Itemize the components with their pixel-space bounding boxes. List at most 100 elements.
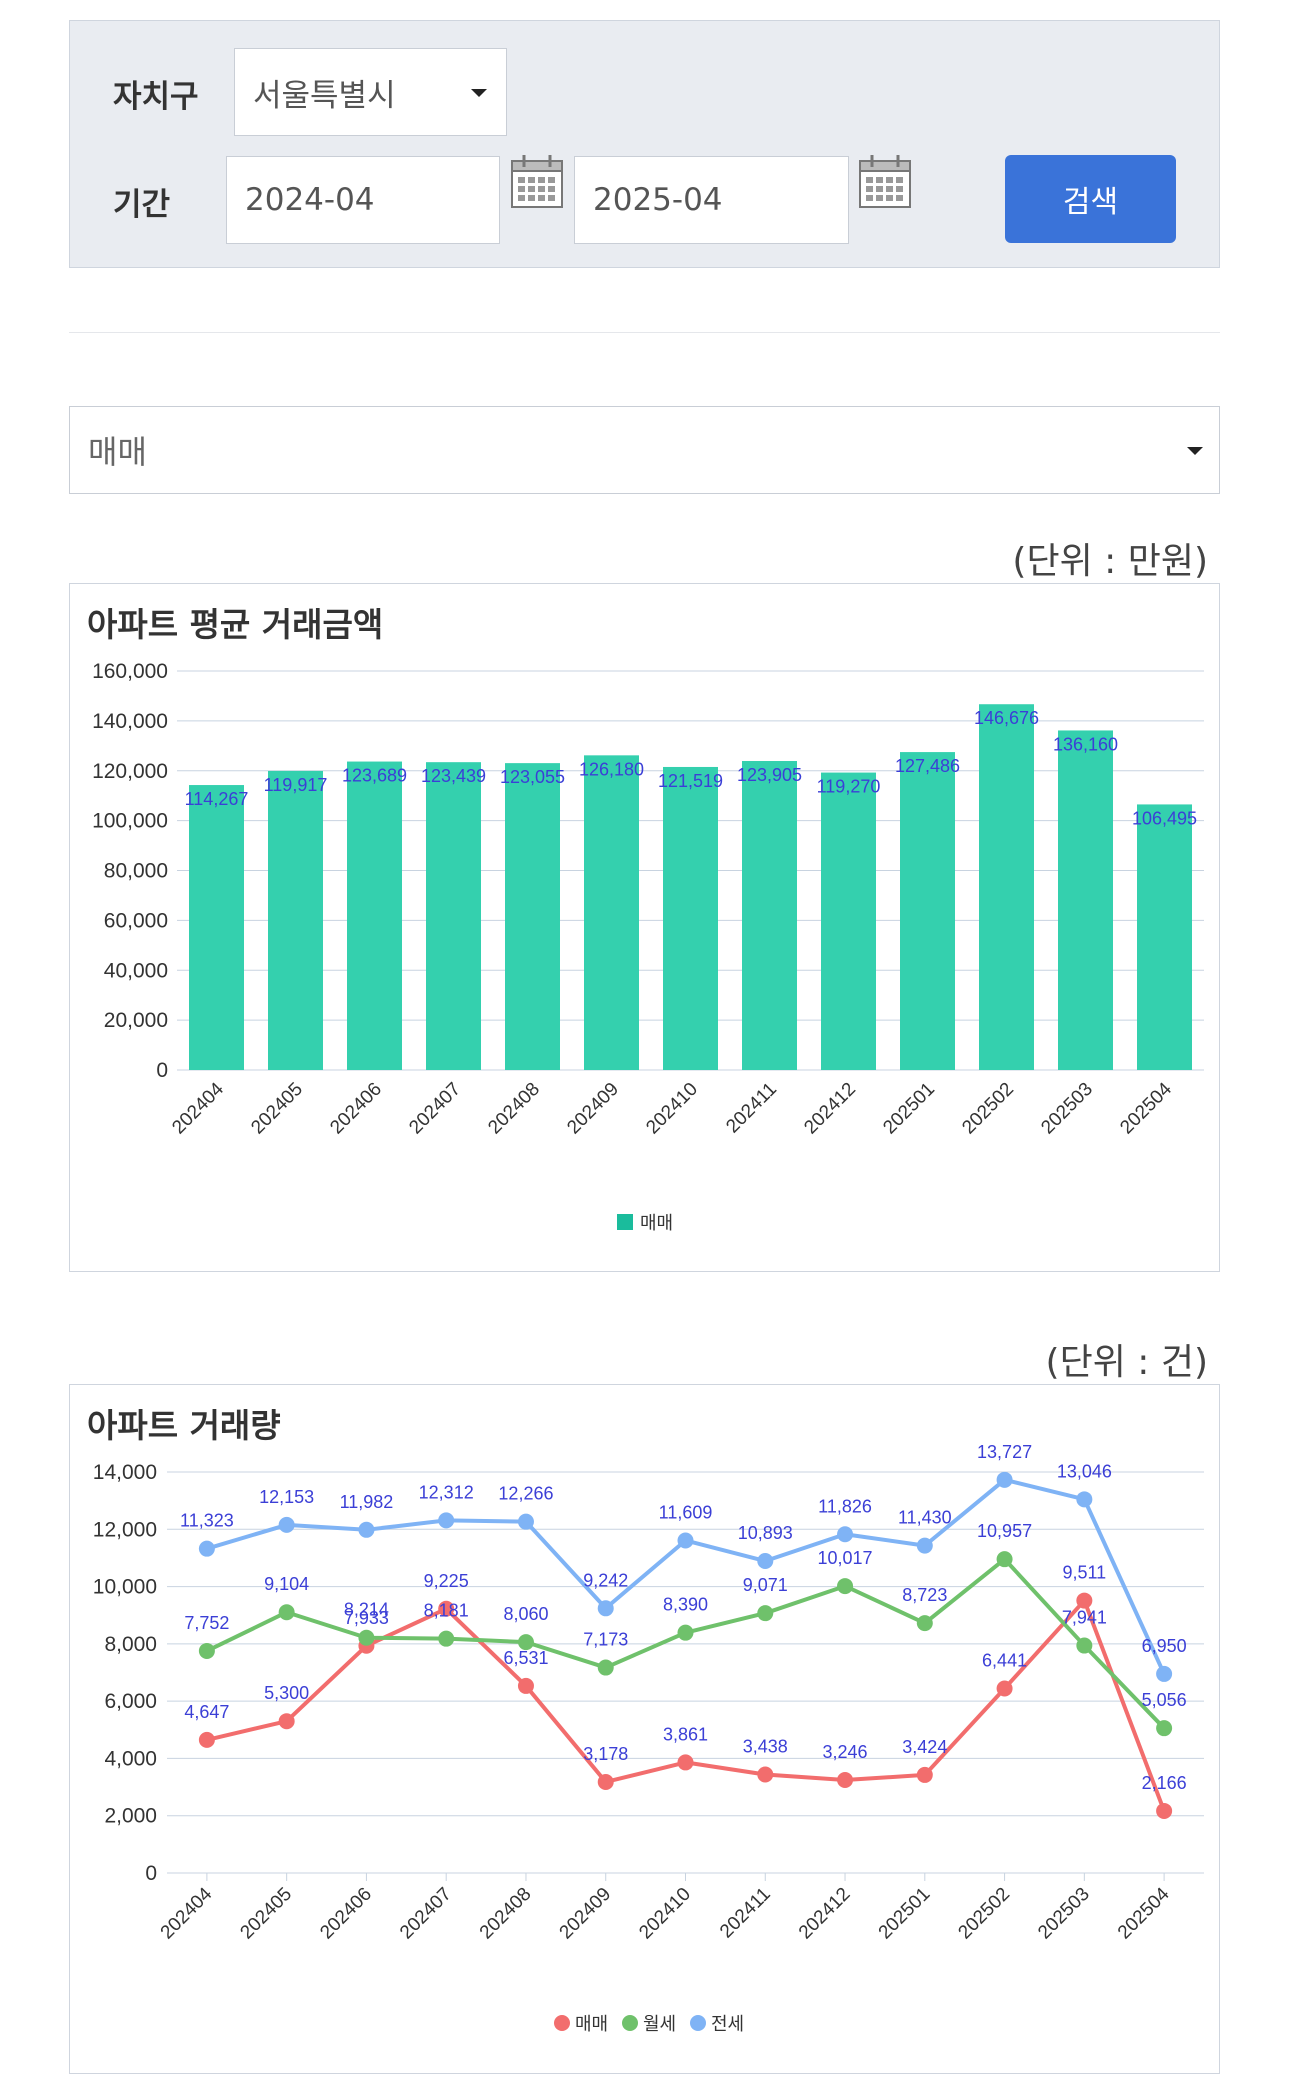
data-label: 13,046	[1057, 1461, 1112, 1481]
data-point	[837, 1526, 854, 1543]
data-label: 3,178	[583, 1744, 628, 1764]
legend-label: 매매	[575, 2014, 608, 2034]
calendar-icon[interactable]	[510, 153, 564, 209]
y-tick-label: 14,000	[93, 1461, 157, 1484]
x-tick-label: 202411	[722, 1079, 781, 1138]
chevron-down-icon	[471, 89, 487, 97]
data-label: 8,214	[344, 1600, 389, 1620]
data-label: 123,055	[500, 767, 565, 787]
data-point	[278, 1516, 295, 1533]
y-tick-label: 80,000	[104, 860, 168, 883]
y-tick-label: 60,000	[104, 909, 168, 932]
legend-marker	[622, 2015, 638, 2031]
y-tick-label: 100,000	[92, 810, 168, 833]
y-tick-label: 20,000	[104, 1009, 168, 1032]
calendar-icon[interactable]	[858, 153, 912, 209]
x-tick-label: 202504	[1114, 1883, 1174, 1943]
x-tick-label: 202409	[556, 1884, 616, 1944]
district-label: 자치구	[113, 79, 199, 115]
data-point	[916, 1615, 933, 1632]
bar	[742, 761, 797, 1070]
data-label: 2,166	[1142, 1773, 1187, 1793]
x-tick-label: 202405	[237, 1884, 297, 1944]
data-label: 10,957	[977, 1521, 1032, 1541]
search-button[interactable]: 검색	[1005, 155, 1176, 243]
data-label: 5,300	[264, 1683, 309, 1703]
data-label: 12,266	[498, 1484, 553, 1504]
divider	[69, 332, 1220, 333]
data-label: 8,390	[663, 1595, 708, 1615]
data-point	[597, 1659, 614, 1676]
data-label: 13,727	[977, 1442, 1032, 1462]
data-point	[996, 1551, 1013, 1568]
x-tick-label: 202408	[476, 1884, 536, 1944]
data-label: 127,486	[895, 756, 960, 776]
x-tick-label: 202501	[875, 1884, 935, 1944]
data-point	[1076, 1637, 1093, 1654]
bar	[505, 763, 560, 1070]
bar	[347, 761, 402, 1070]
data-point	[198, 1731, 215, 1748]
x-tick-label: 202406	[316, 1884, 376, 1944]
data-point	[916, 1766, 933, 1783]
trade-type-value: 매매	[88, 433, 147, 471]
bar	[821, 772, 876, 1070]
data-point	[677, 1624, 694, 1641]
x-tick-label: 202503	[1037, 1079, 1097, 1139]
x-tick-label: 202410	[642, 1079, 702, 1139]
price-unit-label: (단위 : 만원)	[1012, 541, 1208, 582]
price-chart-card: 아파트 평균 거래금액 0 20,000 40,000 60,000 80,000 100…	[69, 583, 1220, 1272]
data-point	[1156, 1665, 1173, 1682]
data-label: 106,495	[1132, 808, 1197, 828]
x-tick-label: 202409	[563, 1079, 623, 1139]
volume-line-chart: 0 2,000 4,000 6,000 8,000 10,000 12,000 14,000 2…	[93, 1442, 1204, 2034]
data-point	[916, 1537, 933, 1554]
x-tick-label: 202502	[958, 1079, 1018, 1139]
data-label: 8,181	[424, 1601, 469, 1621]
legend-label: 전세	[711, 2014, 744, 2034]
data-label: 3,861	[663, 1724, 708, 1744]
x-tick-label: 202407	[405, 1079, 465, 1139]
data-label: 11,430	[898, 1508, 952, 1528]
bar	[426, 762, 481, 1070]
x-tick-label: 202406	[326, 1079, 386, 1139]
bar	[584, 755, 639, 1070]
data-label: 11,826	[818, 1496, 872, 1516]
end-date-input[interactable]: 2025-04	[574, 156, 849, 244]
data-label: 11,323	[180, 1511, 234, 1531]
data-point	[837, 1578, 854, 1595]
data-label: 12,312	[419, 1482, 474, 1502]
legend-swatch	[617, 1214, 633, 1230]
y-tick-label: 10,000	[93, 1576, 157, 1599]
x-tick-label: 202502	[954, 1884, 1014, 1944]
data-label: 3,246	[823, 1742, 868, 1762]
data-point	[1156, 1802, 1173, 1819]
x-tick-label: 202404	[157, 1883, 217, 1943]
period-label: 기간	[113, 187, 171, 223]
y-tick-label: 8,000	[104, 1633, 157, 1656]
district-select[interactable]: 서울특별시	[234, 48, 507, 136]
data-label: 6,441	[982, 1651, 1027, 1671]
data-point	[517, 1634, 534, 1651]
start-date-input[interactable]: 2024-04	[226, 156, 500, 244]
data-label: 9,242	[583, 1570, 628, 1590]
chevron-down-icon	[1187, 447, 1203, 455]
y-tick-label: 4,000	[104, 1747, 157, 1770]
data-point	[198, 1642, 215, 1659]
data-point	[278, 1713, 295, 1730]
data-point	[757, 1766, 774, 1783]
data-label: 6,950	[1142, 1636, 1187, 1656]
data-point	[996, 1680, 1013, 1697]
data-label: 11,609	[659, 1502, 713, 1522]
data-label: 136,160	[1053, 734, 1118, 754]
data-label: 8,723	[902, 1585, 947, 1605]
x-tick-label: 202501	[879, 1079, 939, 1139]
data-point	[198, 1540, 215, 1557]
trade-type-select[interactable]: 매매	[69, 406, 1220, 494]
bar	[268, 770, 323, 1070]
data-point	[1156, 1720, 1173, 1737]
data-label: 9,225	[424, 1571, 469, 1591]
chart-title: 아파트 거래량	[87, 1406, 281, 1445]
price-bar-chart: 0 20,000 40,000 60,000 80,000 100,000 120,000 1…	[92, 660, 1204, 1233]
data-label: 7,752	[184, 1613, 229, 1633]
